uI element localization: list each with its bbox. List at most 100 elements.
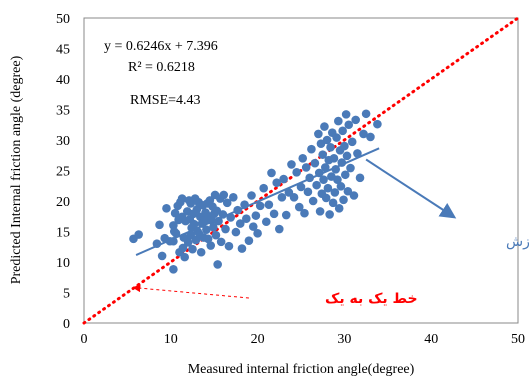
data-point [355,173,365,183]
data-point [277,193,287,202]
data-point [328,198,338,208]
data-point [219,190,229,200]
data-point [209,222,218,232]
data-point [338,126,347,136]
data-point [342,151,352,161]
data-point [202,225,211,234]
data-point [351,115,360,125]
y-tick-label: 40 [56,73,70,88]
y-tick-label: 35 [56,104,70,119]
data-point [334,204,344,213]
data-point [361,109,371,119]
data-point [247,191,256,200]
plot-frame [83,17,519,324]
fit-line-group [135,147,457,256]
data-point [206,241,216,250]
data-point [366,132,375,142]
data-point [319,175,328,184]
data-point [347,137,357,147]
data-point [340,170,350,180]
data-point [196,247,206,257]
data-point [322,135,332,145]
y-tick-label: 30 [56,134,70,149]
data-point [177,194,187,203]
data-point [301,163,311,172]
data-point [188,244,197,254]
data-point [248,222,258,231]
y-tick-label: 10 [56,256,70,271]
axis-ticks: 0 10 20 30 40 50 0 5 10 15 20 25 30 35 40 45 50 [56,12,525,347]
data-point [231,227,241,237]
data-point [307,144,316,154]
y-tick-label: 15 [56,226,70,241]
data-point [170,208,180,218]
data-point [281,210,291,220]
data-point [253,229,262,238]
data-point [242,214,251,223]
data-point [320,122,329,131]
data-point [333,175,342,184]
data-point [321,163,330,172]
data-point [298,154,308,163]
data-point [343,186,353,196]
data-point [264,200,274,209]
data-point [255,201,265,211]
fit-line [135,147,380,256]
data-point [294,202,304,212]
data-points [129,109,382,274]
one-to-one-line [82,16,520,325]
data-point [326,143,335,152]
data-point [325,210,334,219]
data-point [192,205,202,214]
y-tick-label: 45 [56,43,70,58]
data-point [329,154,339,163]
regression-equation: y = 0.6246x + 7.396 [104,39,218,54]
data-point [267,168,276,178]
data-point [272,178,281,187]
data-point [353,149,362,158]
data-point [275,224,284,234]
data-point [296,182,306,192]
data-point [287,160,296,169]
data-point [259,183,268,193]
data-point [334,116,343,126]
data-point [183,238,193,247]
data-point [228,193,238,202]
data-point [261,217,271,227]
data-point [346,163,355,173]
data-point [189,219,199,229]
data-point [359,129,368,139]
x-tick-label: 10 [164,332,178,347]
data-point [340,141,349,151]
x-axis-label: Measured internal friction angle(degree) [188,362,415,377]
x-tick-label: 50 [511,332,525,347]
best-fit-annotation: بهترین برازش [506,234,529,250]
x-tick-label: 0 [81,332,88,347]
data-point [235,219,245,228]
x-tick-label: 40 [424,332,438,347]
y-axis-label: Predicted Internal friction angle (degre… [9,55,24,284]
y-tick-label: 50 [56,12,70,27]
data-point [251,211,261,220]
data-point [134,230,143,239]
data-point [339,195,348,205]
data-point [279,174,288,184]
data-point [341,110,351,119]
y-tick-label: 5 [63,287,70,302]
data-point [318,150,328,159]
data-point [211,230,221,240]
data-point [300,208,309,218]
data-point [344,120,354,130]
data-point [373,119,382,129]
x-tick-label: 30 [337,332,351,347]
data-point [237,244,247,253]
data-point [244,236,254,245]
data-point [162,204,171,213]
data-point [180,252,189,262]
data-point [315,207,325,216]
data-point [332,133,341,142]
data-point [292,168,301,177]
data-point [269,209,279,219]
data-point [178,243,188,253]
